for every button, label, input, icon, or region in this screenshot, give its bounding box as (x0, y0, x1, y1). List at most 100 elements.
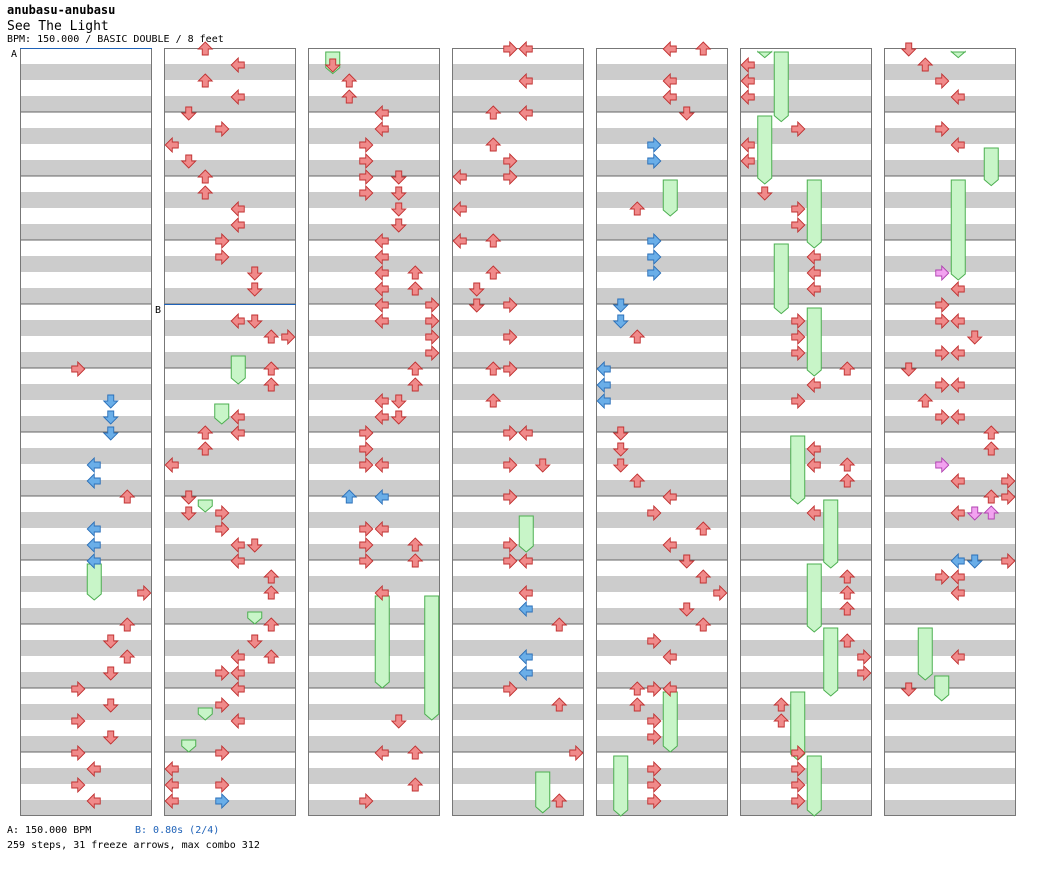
step-arrow-right (935, 456, 950, 474)
step-arrow-down (390, 218, 407, 233)
step-arrow-left (596, 376, 611, 394)
step-arrow-down (180, 154, 197, 169)
step-arrow-right (503, 424, 518, 442)
freeze-arrow (806, 563, 822, 633)
step-arrow-right (935, 264, 950, 282)
step-arrow-up (983, 441, 1000, 456)
step-arrow-left (518, 648, 533, 666)
step-arrow-left (452, 168, 467, 186)
step-arrow-down (756, 186, 773, 201)
step-arrow-left (518, 552, 533, 570)
step-arrow-right (425, 328, 440, 346)
step-arrow-right (71, 360, 86, 378)
step-arrow-up (263, 377, 280, 392)
step-arrow-right (647, 728, 662, 746)
freeze-arrow (806, 179, 822, 249)
step-arrow-up (263, 361, 280, 376)
step-arrow-down (612, 458, 629, 473)
step-arrow-left (452, 200, 467, 218)
step-arrow-left (662, 648, 677, 666)
step-arrow-left (374, 232, 389, 250)
step-arrow-left (806, 264, 821, 282)
freeze-arrow (757, 115, 773, 185)
freeze-arrow (823, 627, 839, 697)
step-arrow-up (551, 697, 568, 712)
step-arrow-left (230, 424, 245, 442)
step-arrow-left (806, 280, 821, 298)
step-arrow-right (647, 264, 662, 282)
step-arrow-right (503, 296, 518, 314)
step-arrow-left (230, 712, 245, 730)
chart-column-3 (308, 48, 440, 816)
step-arrow-right (935, 568, 950, 586)
step-arrow-right (71, 712, 86, 730)
step-arrow-up (119, 649, 136, 664)
step-arrow-up (407, 553, 424, 568)
step-arrow-left (374, 312, 389, 330)
step-arrow-up (839, 585, 856, 600)
step-arrow-up (629, 329, 646, 344)
step-arrow-left (950, 584, 965, 602)
step-arrow-down (390, 186, 407, 201)
step-arrow-down (102, 666, 119, 681)
song-title: anubasu-anubasu (7, 3, 116, 17)
step-arrow-right (791, 392, 806, 410)
step-arrow-up (485, 361, 502, 376)
freeze-arrow (823, 499, 839, 569)
freeze-arrow (917, 627, 933, 681)
freeze-arrow (197, 499, 213, 513)
step-arrow-left (374, 584, 389, 602)
step-arrow-left (164, 776, 179, 794)
step-arrow-up (551, 793, 568, 808)
step-arrow-up (485, 393, 502, 408)
step-arrow-left (518, 600, 533, 618)
step-arrow-up (629, 697, 646, 712)
step-arrow-up (263, 585, 280, 600)
step-arrow-down (900, 682, 917, 697)
step-arrow-left (230, 216, 245, 234)
chart-column-6 (740, 48, 872, 816)
step-arrow-right (503, 488, 518, 506)
step-arrow-up (695, 41, 712, 56)
step-arrow-right (647, 152, 662, 170)
freeze-arrow (950, 50, 966, 59)
step-arrow-left (950, 504, 965, 522)
step-arrow-up (407, 745, 424, 760)
step-arrow-right (791, 744, 806, 762)
step-arrow-up (197, 169, 214, 184)
step-arrow-right (569, 744, 584, 762)
footer-bpm-legend: A: 150.000 BPM (7, 825, 92, 836)
freeze-arrow (757, 50, 773, 59)
step-arrow-left (950, 136, 965, 154)
step-arrow-down (390, 202, 407, 217)
step-arrow-right (791, 760, 806, 778)
step-arrow-up (119, 617, 136, 632)
step-arrow-right (1001, 552, 1016, 570)
step-arrow-up (983, 505, 1000, 520)
step-arrow-left (518, 40, 533, 58)
freeze-arrow (773, 243, 789, 315)
step-arrow-down (612, 426, 629, 441)
step-arrow-left (518, 72, 533, 90)
step-arrow-up (197, 41, 214, 56)
step-arrow-up (917, 57, 934, 72)
step-arrow-left (740, 56, 755, 74)
step-arrow-left (374, 520, 389, 538)
step-arrow-up (917, 393, 934, 408)
step-arrow-down (612, 298, 629, 313)
step-arrow-right (935, 344, 950, 362)
step-arrow-left (86, 536, 101, 554)
freeze-arrow (518, 515, 534, 553)
step-arrow-up (485, 265, 502, 280)
step-arrow-right (791, 216, 806, 234)
step-arrow-left (230, 56, 245, 74)
step-arrow-right (359, 136, 374, 154)
step-arrow-right (935, 72, 950, 90)
step-arrow-left (374, 744, 389, 762)
step-arrow-right (647, 632, 662, 650)
step-arrow-down (102, 730, 119, 745)
freeze-arrow (86, 563, 102, 601)
step-arrow-right (359, 552, 374, 570)
step-arrow-left (518, 664, 533, 682)
freeze-arrow (214, 403, 230, 425)
